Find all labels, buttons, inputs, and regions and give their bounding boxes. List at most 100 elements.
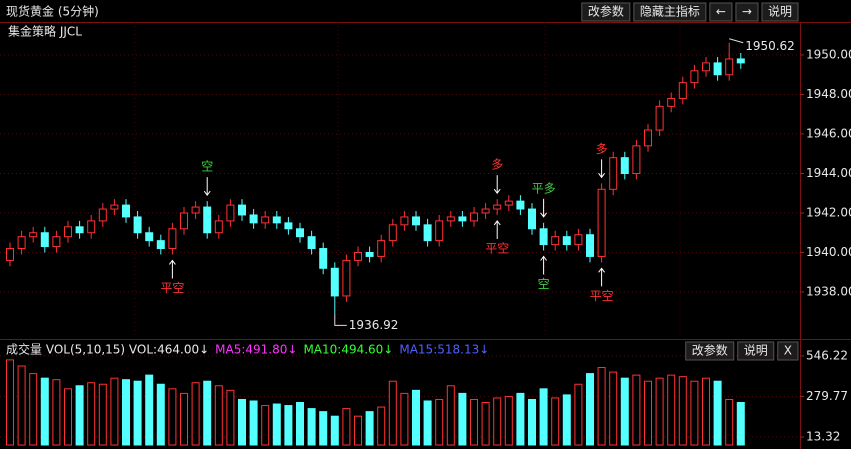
button-frame[interactable] (761, 2, 799, 22)
candle-body (470, 212, 478, 222)
candle-body (296, 228, 304, 238)
y-tick-label: 1946.00 (806, 126, 851, 140)
candle-body (191, 206, 200, 214)
button-label[interactable]: X (784, 344, 792, 358)
y-tick-label: 1942.00 (806, 205, 851, 219)
candle-body (122, 204, 130, 218)
signal-arrow-head (598, 173, 605, 179)
button[interactable]: 说明 (737, 341, 775, 361)
low-pointer (334, 313, 347, 326)
button-frame[interactable] (581, 2, 631, 22)
volume-bar (133, 380, 142, 446)
candle-body (226, 204, 235, 222)
volume-bar (655, 377, 664, 446)
button-label[interactable]: 说明 (768, 4, 792, 19)
y-tick-label: 1938.00 (806, 284, 851, 298)
candle-body (702, 62, 710, 72)
candle-body (516, 200, 525, 210)
volume-bar (736, 402, 745, 446)
candle-body (667, 97, 676, 107)
button-frame[interactable] (735, 2, 759, 22)
volume-bar (261, 405, 270, 446)
volume-bar (493, 397, 502, 446)
button[interactable]: 隐藏主指标 (633, 2, 707, 22)
volume-bar (446, 385, 455, 446)
volume-bar (481, 402, 490, 446)
button[interactable]: 说明 (761, 2, 799, 22)
volume-bar (64, 388, 72, 446)
y-tick-label: 1944.00 (806, 166, 851, 180)
volume-bar (702, 377, 710, 446)
volume-bar (458, 392, 467, 446)
volume-bar (620, 377, 629, 446)
candle-body (412, 216, 420, 226)
candle-body (609, 157, 618, 190)
candle-body (551, 236, 560, 246)
volume-bar (551, 397, 560, 446)
candle-body (435, 220, 444, 242)
volume-bar (713, 380, 722, 446)
volume-bar (87, 382, 96, 446)
volume-bar (6, 359, 14, 446)
candle-body (504, 200, 513, 206)
button-label[interactable]: 改参数 (588, 4, 624, 19)
button-label[interactable]: 说明 (744, 343, 768, 358)
high-pointer (729, 38, 744, 44)
volume-bar (354, 415, 362, 446)
button-frame[interactable] (709, 2, 733, 22)
button-frame[interactable] (685, 341, 735, 361)
high-label: 1950.62 (745, 39, 795, 53)
volume-bar (238, 398, 246, 446)
button-label[interactable]: 隐藏主指标 (640, 4, 700, 19)
signal-label: 空 (201, 160, 213, 174)
candle-body (354, 251, 362, 261)
volume-bar (504, 395, 513, 446)
candle-body (574, 234, 583, 246)
volume-bar (226, 389, 235, 446)
signal-label: 空 (538, 277, 550, 291)
volume-bar (388, 380, 397, 446)
volume-bar (145, 374, 154, 446)
button[interactable]: X (777, 341, 799, 361)
candle-body (458, 216, 467, 222)
candle-body (17, 236, 26, 250)
volume-bar (365, 411, 374, 446)
volume-bar (678, 376, 687, 446)
button[interactable]: 改参数 (685, 341, 735, 361)
candle-body (725, 58, 734, 76)
candle-body (203, 206, 212, 234)
volume-bar (423, 400, 432, 446)
button[interactable]: 改参数 (581, 2, 631, 22)
volume-bar (574, 383, 583, 446)
low-label: 1936.92 (349, 318, 399, 332)
candle-body (214, 220, 223, 234)
chart-title: 集金策略 JJCL (8, 24, 82, 39)
signal-arrow-head (493, 188, 501, 194)
volume-bar (539, 388, 548, 446)
candle-body (597, 188, 606, 257)
volume-bar (342, 408, 351, 446)
candle-body (64, 226, 72, 238)
candle-body (156, 240, 165, 250)
candle-body (655, 105, 664, 131)
volume-bar (180, 392, 188, 446)
button-label[interactable]: ← (716, 5, 726, 19)
button-label[interactable]: 改参数 (692, 343, 728, 358)
candle-body (284, 222, 293, 230)
button[interactable]: ← (709, 2, 733, 22)
button[interactable]: → (735, 2, 759, 22)
volume-bar (284, 405, 293, 446)
candle-body (562, 236, 571, 246)
volume-bar (203, 380, 212, 446)
button-frame[interactable] (633, 2, 707, 22)
vertical-grid (134, 22, 681, 338)
signal-arrow-head (493, 220, 501, 226)
signal-arrow-head (203, 190, 211, 196)
volume-bar (17, 365, 26, 446)
button-label[interactable]: → (742, 5, 752, 19)
volume-bar (562, 394, 571, 446)
candle-body (620, 157, 629, 174)
volume-bar (609, 371, 618, 446)
candle-body (377, 240, 386, 257)
candle-body (644, 129, 652, 147)
